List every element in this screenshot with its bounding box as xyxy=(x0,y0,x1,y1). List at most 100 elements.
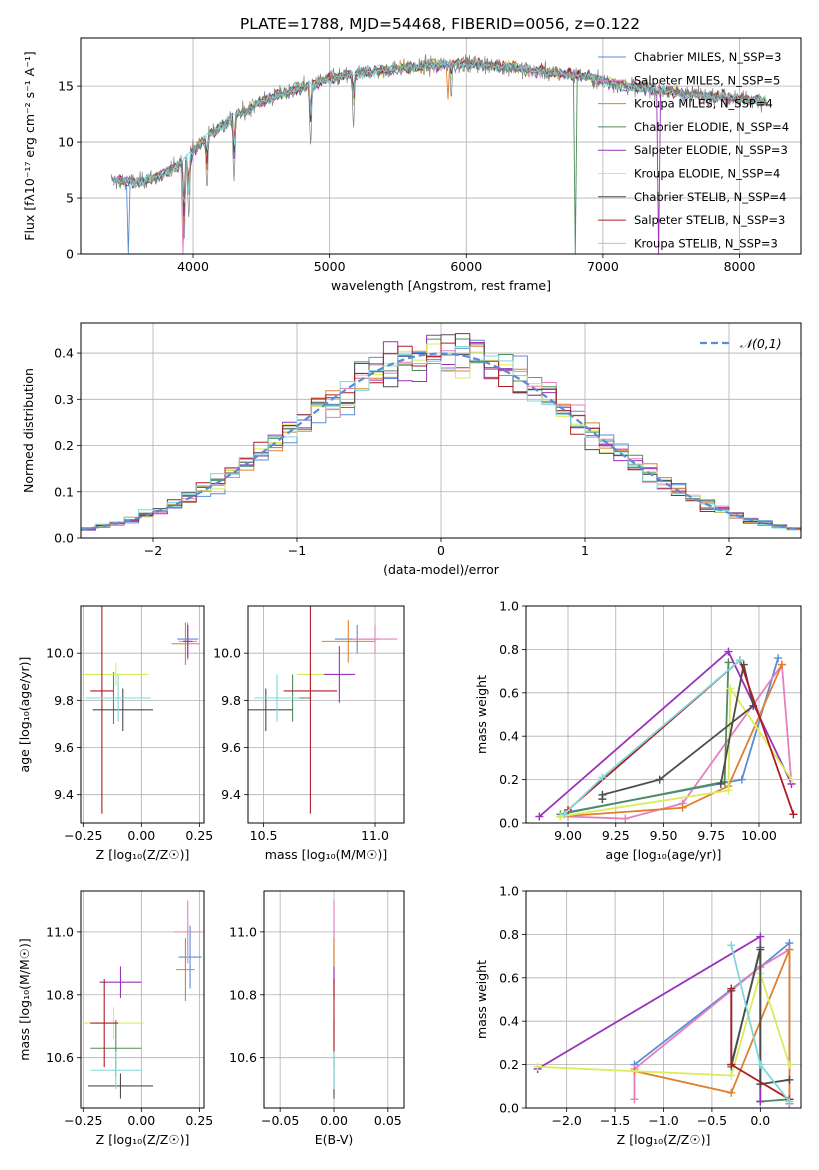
plot-area xyxy=(533,932,794,1108)
ebv-mass-panel: −0.05 0.00 0.05 10.6 10.8 11.0 E(B-V) xyxy=(229,890,405,1147)
x-tick-label: 0.05 xyxy=(374,1113,402,1128)
x-tick-label: 2 xyxy=(725,543,733,558)
x-axis-label: age [log₁₀(age/yr)] xyxy=(606,847,722,862)
weight-point-marker xyxy=(737,775,746,784)
error-bar-point xyxy=(92,688,153,732)
x-tick-label: 8000 xyxy=(724,259,756,274)
x-tick-label: −2 xyxy=(144,543,162,558)
y-tick-label: 9.8 xyxy=(54,693,74,708)
x-tick-label: 4000 xyxy=(177,259,209,274)
weight-series-line xyxy=(537,970,791,1077)
weight-point-marker xyxy=(621,814,630,823)
plot-area xyxy=(83,900,202,1099)
y-axis-label: mass weight xyxy=(474,675,489,754)
y-tick-label: 9.6 xyxy=(54,740,74,755)
x-tick-label: 11.0 xyxy=(361,828,389,843)
weight-point-marker xyxy=(774,654,783,663)
x-tick-label: −1.5 xyxy=(600,1113,630,1128)
y-axis-label: mass weight xyxy=(474,960,489,1039)
x-tick-label: 10.5 xyxy=(250,828,278,843)
grid xyxy=(81,891,204,1108)
weight-point-marker xyxy=(727,1071,736,1080)
x-tick-label: −2.0 xyxy=(551,1113,581,1128)
y-tick-label: 0.2 xyxy=(499,1057,519,1072)
x-tick-label: 0.25 xyxy=(185,828,213,843)
y-axis-label: mass [log₁₀(M/M☉)] xyxy=(17,938,32,1060)
y-tick-label: 0.4 xyxy=(499,729,519,744)
x-axis-label: Z [log₁₀(Z/Z☉)] xyxy=(96,1132,190,1147)
legend-label: Kroupa ELODIE, N_SSP=4 xyxy=(634,167,780,181)
error-bar-point xyxy=(90,979,119,1068)
error-bar-point xyxy=(283,606,338,814)
y-tick-label: 9.4 xyxy=(221,787,241,802)
y-tick-label: 0.6 xyxy=(499,970,519,985)
y-axis-label: Flux [fλ10⁻¹⁷ erg cm⁻² s⁻¹ A⁻¹] xyxy=(22,51,37,240)
weight-point-marker xyxy=(727,984,736,993)
axes-frame xyxy=(247,605,405,824)
y-tick-label: 0.4 xyxy=(499,1014,519,1029)
x-tick-label: 0.00 xyxy=(127,1113,155,1128)
residual-histogram xyxy=(81,333,801,530)
age-weight-panel: 9.00 9.25 9.50 9.75 10.00 0.0 0.2 0.4 0.6 0.8 1.0 a… xyxy=(474,599,802,862)
y-tick-label: 11.0 xyxy=(46,924,74,939)
x-tick-label: −0.25 xyxy=(64,828,102,843)
weight-point-marker xyxy=(655,775,664,784)
axes-frame xyxy=(80,605,205,824)
weight-series-line xyxy=(560,662,730,816)
weight-point-marker xyxy=(785,1060,794,1069)
y-tick-label: 0.2 xyxy=(54,438,74,453)
weight-point-marker xyxy=(726,684,735,693)
weight-point-marker xyxy=(785,1097,794,1106)
error-bar-point xyxy=(254,674,300,722)
axes-frame xyxy=(80,37,802,255)
x-axis-label: E(B-V) xyxy=(315,1132,354,1147)
z-mass-panel: −0.25 0.00 0.25 10.6 10.8 11.0 Z [log₁₀(Z/Z☉)]… xyxy=(17,890,213,1147)
error-bar-point xyxy=(90,1051,142,1090)
y-axis-label: age [log₁₀(age/yr)] xyxy=(17,657,32,773)
weight-point-marker xyxy=(598,790,607,799)
weight-point-marker xyxy=(777,660,786,669)
x-tick-label: −0.25 xyxy=(64,1113,102,1128)
weight-series-line xyxy=(538,650,793,818)
y-tick-label: 0.6 xyxy=(499,685,519,700)
y-tick-label: 0.8 xyxy=(499,927,519,942)
legend-label: Chabrier ELODIE, N_SSP=4 xyxy=(634,120,789,134)
x-tick-label: −1.0 xyxy=(648,1113,678,1128)
y-tick-label: 0.0 xyxy=(499,816,519,831)
legend-label: Salpeter ELODIE, N_SSP=3 xyxy=(634,143,788,157)
x-tick-label: −1 xyxy=(288,543,306,558)
weight-point-marker xyxy=(756,945,765,954)
weight-point-marker xyxy=(756,1060,765,1069)
weight-point-marker xyxy=(785,945,794,954)
spectrum-panel: 4000 5000 6000 7000 8000 0 5 10 15 wavelength [An… xyxy=(22,37,802,293)
x-axis-label: (data-model)/error xyxy=(383,562,500,577)
y-tick-label: 0.0 xyxy=(54,531,74,546)
weight-point-marker xyxy=(756,932,765,941)
y-tick-label: 10.8 xyxy=(229,987,257,1002)
y-tick-label: 9.4 xyxy=(54,787,74,802)
weight-point-marker xyxy=(724,786,733,795)
x-axis-label: Z [log₁₀(Z/Z☉)] xyxy=(617,1132,711,1147)
legend-label: Chabrier STELIB, N_SSP=4 xyxy=(634,190,786,204)
plot-area xyxy=(535,647,798,823)
y-tick-label: 15 xyxy=(58,79,74,94)
x-tick-label: 9.25 xyxy=(602,828,630,843)
y-tick-label: 10.6 xyxy=(229,1050,257,1065)
y-tick-label: 9.8 xyxy=(221,693,241,708)
x-tick-label: 5000 xyxy=(314,259,346,274)
legend-label: Salpeter STELIB, N_SSP=3 xyxy=(634,213,785,227)
weight-point-marker xyxy=(716,779,725,788)
y-tick-label: 5 xyxy=(66,191,74,206)
y-tick-label: 1.0 xyxy=(499,599,519,614)
weight-point-marker xyxy=(724,658,733,667)
weight-point-marker xyxy=(533,1062,542,1071)
y-tick-label: 0.3 xyxy=(54,392,74,407)
y-tick-label: 0 xyxy=(66,247,74,262)
weight-point-marker xyxy=(727,1060,736,1069)
x-tick-label: 0.00 xyxy=(127,828,155,843)
y-tick-label: 11.0 xyxy=(229,924,257,939)
weight-series-line xyxy=(537,935,762,1102)
residuals-panel: −2 −1 0 1 2 0.0 0.1 0.2 0.3 0.4 (data-model)/error… xyxy=(21,322,802,577)
error-bar-point xyxy=(83,662,149,687)
